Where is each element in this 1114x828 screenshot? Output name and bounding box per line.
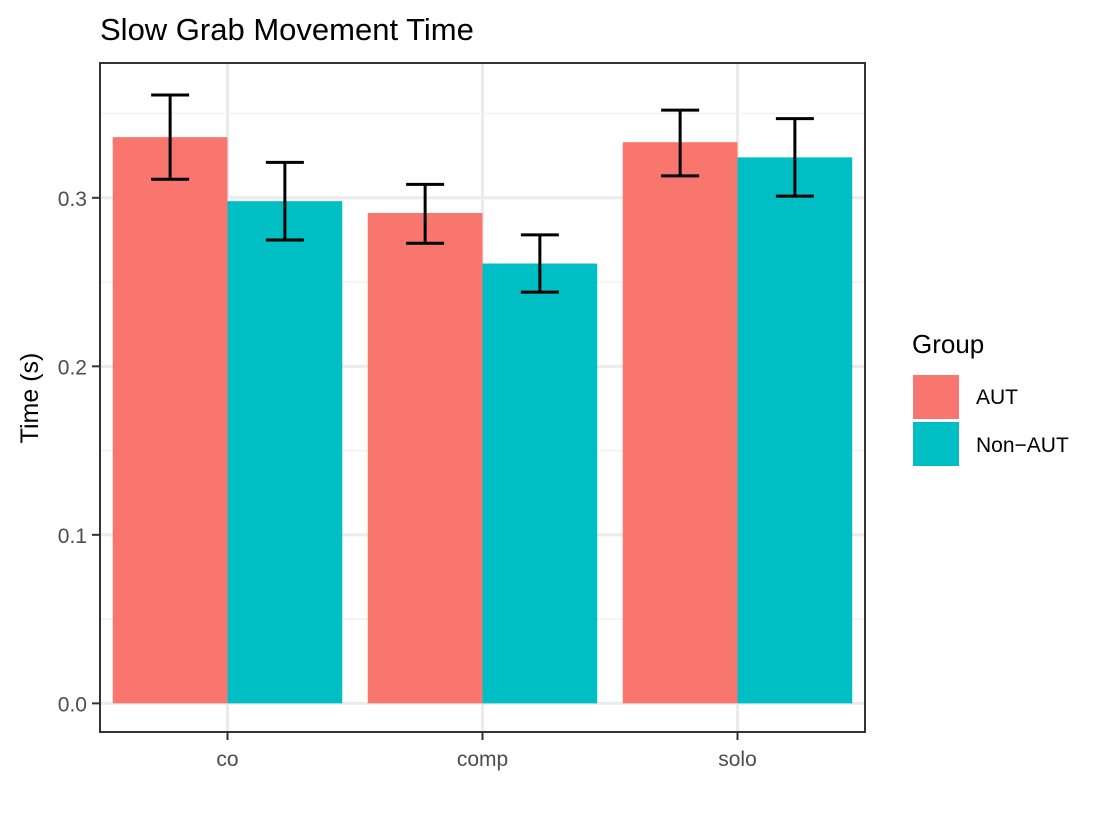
x-tick-label-comp: comp bbox=[457, 748, 508, 771]
error-bar-non-aut-solo bbox=[775, 117, 814, 198]
y-tick-label: 0.1 bbox=[58, 525, 87, 548]
bar-aut-co bbox=[112, 137, 228, 704]
bar-non-aut-co bbox=[227, 201, 343, 704]
legend-label-aut: AUT bbox=[976, 386, 1018, 409]
y-tick-label: 0.2 bbox=[58, 356, 87, 379]
x-tick-label-co: co bbox=[216, 748, 238, 771]
legend: Group AUT Non−AUT bbox=[912, 329, 1069, 466]
error-bar-aut-co bbox=[151, 93, 190, 181]
error-bar-non-aut-co bbox=[265, 160, 304, 242]
legend-key-aut bbox=[913, 375, 959, 419]
y-tick-label: 0.0 bbox=[58, 693, 87, 716]
error-bars-group bbox=[151, 93, 814, 294]
legend-key-non-aut bbox=[913, 422, 959, 466]
bar-non-aut-solo bbox=[737, 157, 853, 704]
error-bar-aut-solo bbox=[661, 108, 700, 178]
error-bar-non-aut-comp bbox=[520, 233, 559, 294]
legend-title: Group bbox=[912, 329, 984, 359]
y-axis-title: Time (s) bbox=[16, 353, 44, 444]
y-tick-label: 0.3 bbox=[58, 188, 87, 211]
chart-title: Slow Grab Movement Time bbox=[100, 12, 474, 47]
error-bar-aut-comp bbox=[406, 182, 445, 245]
bar-non-aut-comp bbox=[482, 263, 598, 704]
bar-aut-comp bbox=[367, 212, 483, 704]
x-axis: co comp solo bbox=[216, 732, 757, 771]
y-axis: 0.0 0.1 0.2 0.3 bbox=[58, 188, 100, 716]
bars-group bbox=[112, 137, 853, 704]
x-tick-label-solo: solo bbox=[718, 748, 757, 771]
bar-aut-solo bbox=[622, 142, 738, 704]
legend-label-non-aut: Non−AUT bbox=[976, 434, 1069, 457]
